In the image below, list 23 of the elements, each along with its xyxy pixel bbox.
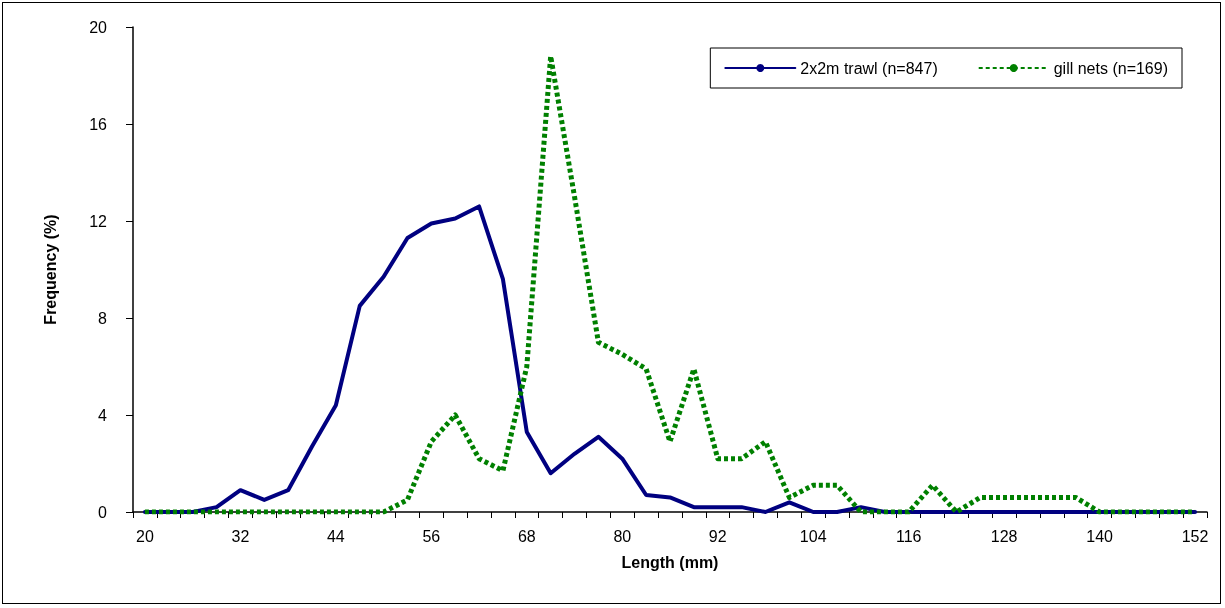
y-tick-label: 12: [89, 212, 108, 230]
y-tick-label: 20: [89, 18, 108, 36]
x-tick-label: 32: [231, 527, 250, 545]
line-series: [142, 204, 1198, 514]
y-axis-title: Frequency (%): [41, 214, 59, 325]
legend-label: 2x2m trawl (n=847): [800, 59, 938, 77]
y-tick-label: 0: [98, 503, 108, 521]
x-tick-label: 116: [895, 527, 922, 545]
y-tick-label: 4: [98, 406, 108, 424]
x-tick-label: 128: [990, 527, 1018, 545]
y-tick-label: 16: [89, 115, 108, 133]
y-tick-label: 8: [98, 309, 108, 327]
x-tick-label: 56: [422, 527, 441, 545]
x-tick-label: 80: [613, 527, 632, 545]
x-tick-label: 152: [1181, 527, 1209, 545]
x-tick-label: 68: [517, 527, 536, 545]
x-axis-title: Length (mm): [621, 553, 719, 571]
x-tick-label: 92: [708, 527, 727, 545]
x-tick-label: 104: [799, 527, 827, 545]
x-tick-label: 20: [136, 527, 154, 545]
x-tick-label: 140: [1086, 527, 1114, 545]
legend-label: gill nets (n=169): [1053, 59, 1169, 77]
x-tick-label: 44: [326, 527, 345, 545]
